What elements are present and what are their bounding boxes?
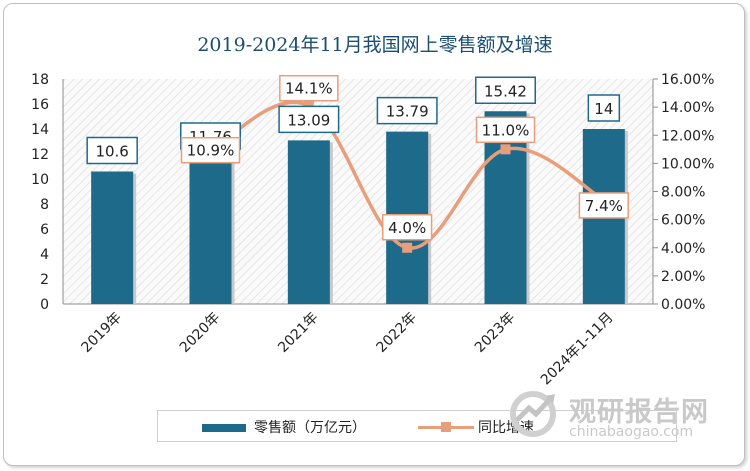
x-category-label: 2024年1-11月 — [538, 310, 617, 389]
legend-line-marker — [441, 422, 451, 432]
growth-marker — [402, 242, 413, 253]
x-category-label: 2023年 — [472, 310, 518, 356]
left-tick-label: 2 — [40, 272, 49, 288]
right-tick-label: 10.00% — [661, 156, 714, 172]
left-tick-label: 6 — [40, 222, 49, 238]
x-category-label: 2019年 — [79, 310, 125, 356]
right-tick-label: 14.00% — [661, 100, 714, 116]
left-axis: 0 2 4 6 8 10 12 14 16 18 — [31, 72, 653, 313]
watermark-brand-cn: 观研报告网 — [569, 397, 709, 428]
left-tick-label: 14 — [31, 122, 49, 138]
right-tick-label: 8.00% — [661, 185, 705, 201]
bar — [91, 171, 134, 304]
legend-bar-swatch — [202, 424, 246, 432]
growth-value-box — [382, 214, 433, 241]
bar — [287, 140, 330, 304]
bar-series — [91, 111, 628, 304]
bar-value-label: 13.79 — [386, 103, 429, 121]
right-tick-label: 16.00% — [661, 72, 714, 88]
growth-value-label: 7.4% — [585, 197, 623, 215]
growth-value-label: 4.0% — [388, 219, 426, 237]
x-category-label: 2022年 — [374, 310, 420, 356]
bar — [484, 111, 527, 304]
bar-value-box — [587, 94, 621, 122]
legend: 零售额（万亿元） 同比增速 — [157, 410, 677, 442]
left-tick-label: 18 — [31, 72, 49, 88]
right-tick-label: 6.00% — [661, 213, 705, 229]
right-tick-label: 12.00% — [661, 128, 714, 144]
left-tick-label: 10 — [31, 172, 49, 188]
watermark: 观研报告网 chinabaogao.com — [503, 380, 733, 450]
right-tick-label: 0.00% — [661, 297, 705, 313]
left-tick-label: 8 — [40, 197, 49, 213]
left-tick-label: 0 — [40, 297, 49, 313]
plot-area — [63, 79, 653, 304]
growth-value-box — [578, 192, 629, 219]
x-category-label: 2021年 — [275, 310, 321, 356]
growth-value-box — [279, 74, 339, 102]
right-tick-label: 2.00% — [661, 269, 705, 285]
bar-value-box — [376, 96, 438, 125]
bar-value-box — [86, 136, 138, 165]
bar-value-label: 10.6 — [95, 143, 128, 161]
growth-marker — [500, 144, 511, 155]
watermark-brand-en: chinabaogao.com — [569, 424, 694, 440]
watermark-logo-icon — [510, 391, 556, 437]
left-tick-label: 16 — [31, 97, 49, 113]
left-tick-label: 12 — [31, 147, 49, 163]
growth-value-label: 10.9% — [187, 142, 235, 160]
bar-value-label: 13.09 — [287, 111, 330, 129]
growth-value-label: 14.1% — [285, 80, 333, 98]
bar-value-box — [475, 76, 536, 104]
bar — [189, 157, 232, 304]
legend-bar-label: 零售额（万亿元） — [254, 420, 366, 436]
growth-value-box — [475, 116, 536, 144]
x-axis-labels: 2019年 2020年 2021年 2022年 2023年 2024年1-11月 — [79, 310, 617, 389]
bar-value-label: 15.42 — [484, 82, 527, 100]
growth-value-label: 11.0% — [482, 121, 530, 139]
growth-value-box — [180, 136, 241, 164]
bar-value-box — [278, 105, 340, 134]
bar-value-label: 14 — [594, 100, 613, 118]
line-series: 10.611.7613.0913.7915.421410.9%14.1%4.0%… — [86, 74, 629, 253]
right-tick-label: 4.00% — [661, 241, 705, 257]
left-tick-label: 4 — [40, 247, 49, 263]
x-category-label: 2020年 — [177, 310, 223, 356]
chart-title: 2019-2024年11月我国网上零售额及增速 — [197, 34, 553, 56]
right-axis: 0.00% 2.00% 4.00% 6.00% 8.00% 10.00% 12.00% 14.… — [652, 72, 714, 313]
